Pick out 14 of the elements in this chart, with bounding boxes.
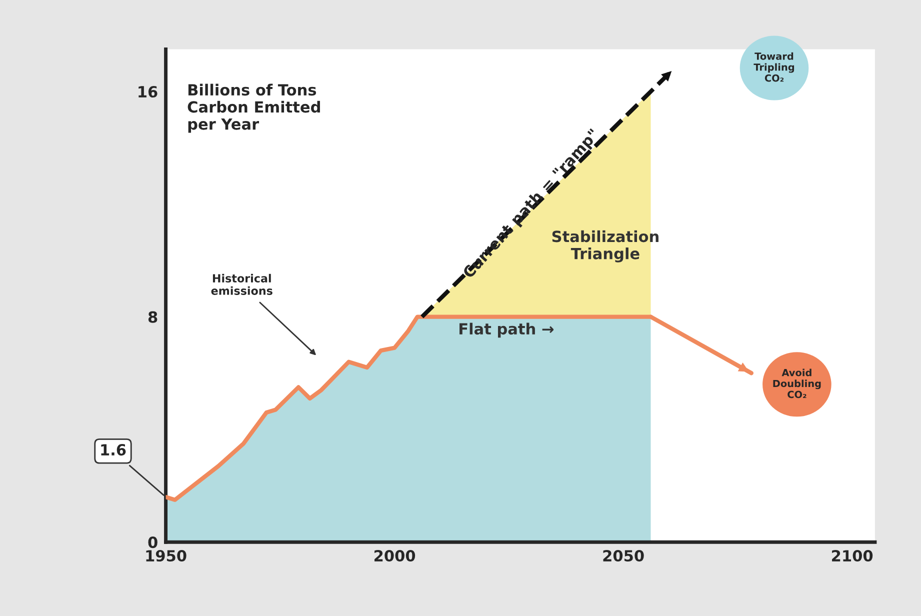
- y-tick-label: 8: [148, 311, 158, 323]
- annotation: 1.6: [101, 444, 126, 456]
- annotation: Avoid Doubling CO₂: [773, 368, 821, 398]
- annotation: Historical emissions: [211, 274, 272, 295]
- x-tick-label: 2000: [374, 550, 416, 562]
- annotation: Toward Tripling CO₂: [754, 52, 794, 82]
- y-axis-title: Billions of Tons Carbon Emitted per Year: [188, 84, 320, 133]
- y-tick-label: 16: [138, 86, 158, 98]
- annotation: Flat path →: [460, 322, 554, 338]
- x-tick-label: 2050: [603, 550, 644, 562]
- x-tick-label: 2100: [832, 550, 873, 562]
- annotation: Stabilization Triangle: [552, 230, 658, 262]
- y-tick-label: 0: [148, 536, 158, 548]
- x-tick-label: 1950: [146, 550, 186, 562]
